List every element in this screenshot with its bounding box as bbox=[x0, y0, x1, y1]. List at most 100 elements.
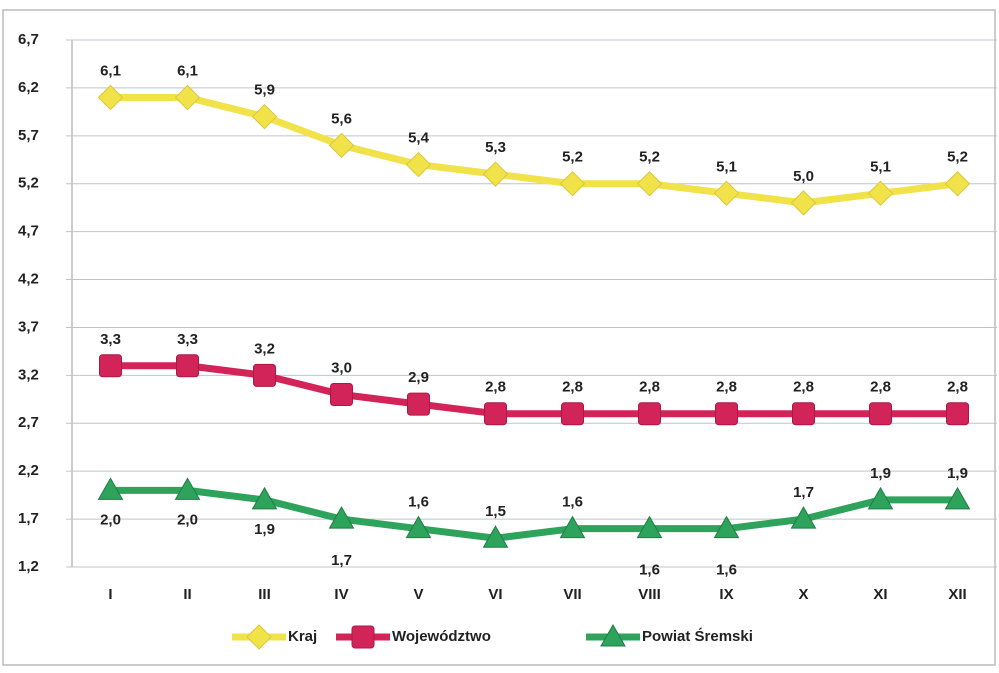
x-tick-label: I bbox=[108, 586, 112, 603]
data-label: 1,6 bbox=[408, 494, 429, 511]
data-point bbox=[482, 161, 509, 187]
data-label: 5,1 bbox=[716, 158, 737, 175]
data-label: 1,6 bbox=[562, 494, 583, 511]
data-label: 5,2 bbox=[562, 149, 583, 166]
data-label: 1,6 bbox=[716, 562, 737, 579]
data-point bbox=[251, 103, 278, 130]
y-tick-label: 2,7 bbox=[18, 414, 39, 431]
x-tick-label: IV bbox=[334, 586, 348, 603]
data-point bbox=[484, 402, 507, 426]
data-point bbox=[790, 190, 817, 216]
data-label: 2,0 bbox=[177, 511, 198, 528]
y-tick-label: 5,7 bbox=[18, 127, 39, 144]
data-point bbox=[638, 402, 661, 426]
y-tick-label: 5,2 bbox=[18, 175, 39, 192]
data-label: 3,3 bbox=[100, 331, 121, 348]
y-tick-label: 6,2 bbox=[18, 79, 39, 96]
y-tick-label: 3,7 bbox=[18, 318, 39, 335]
data-label: 2,0 bbox=[100, 511, 121, 528]
data-point bbox=[328, 506, 355, 529]
data-point bbox=[715, 402, 738, 426]
data-point bbox=[174, 477, 201, 500]
data-point bbox=[97, 477, 124, 500]
data-point bbox=[251, 486, 278, 510]
y-tick-label: 6,7 bbox=[18, 31, 39, 48]
data-point bbox=[944, 171, 971, 197]
data-point bbox=[97, 84, 124, 111]
data-label: 3,2 bbox=[254, 340, 275, 357]
legend-marker bbox=[246, 624, 272, 650]
legend-label: Kraj bbox=[288, 628, 317, 645]
data-label: 2,9 bbox=[408, 369, 429, 386]
legend-marker bbox=[600, 623, 626, 647]
data-point bbox=[790, 506, 817, 529]
x-tick-label: V bbox=[413, 586, 423, 603]
data-label: 5,6 bbox=[331, 110, 352, 127]
data-label: 2,8 bbox=[562, 379, 583, 396]
data-label: 6,1 bbox=[177, 62, 198, 79]
data-point bbox=[328, 132, 355, 159]
y-tick-label: 2,2 bbox=[18, 462, 39, 479]
data-point bbox=[713, 180, 740, 207]
chart-frame bbox=[2, 9, 996, 666]
data-point bbox=[867, 180, 894, 207]
data-point bbox=[636, 515, 663, 539]
y-tick-label: 4,2 bbox=[18, 271, 39, 288]
x-tick-label: VIII bbox=[638, 586, 661, 603]
x-tick-label: VI bbox=[488, 586, 502, 603]
data-point bbox=[407, 392, 430, 416]
data-point bbox=[946, 402, 969, 426]
data-label: 2,8 bbox=[639, 379, 660, 396]
data-label: 2,8 bbox=[485, 379, 506, 396]
data-point bbox=[792, 402, 815, 426]
data-label: 1,6 bbox=[639, 562, 660, 579]
data-label: 2,8 bbox=[716, 379, 737, 396]
data-point bbox=[561, 402, 584, 426]
data-label: 1,9 bbox=[947, 465, 968, 482]
data-point bbox=[174, 84, 201, 111]
data-point bbox=[713, 515, 740, 539]
data-point bbox=[330, 383, 353, 407]
series-line bbox=[110, 93, 958, 207]
legend-label: Powiat Śremski bbox=[642, 627, 753, 645]
y-tick-label: 1,7 bbox=[18, 510, 39, 527]
y-tick-label: 1,2 bbox=[18, 558, 39, 575]
data-label: 5,4 bbox=[408, 130, 430, 147]
data-point bbox=[482, 525, 509, 548]
x-tick-label: XI bbox=[873, 586, 887, 603]
data-label: 1,9 bbox=[870, 465, 891, 482]
data-label: 5,9 bbox=[254, 82, 275, 99]
x-tick-label: VII bbox=[563, 586, 581, 603]
data-label: 5,3 bbox=[485, 139, 506, 156]
data-label: 3,3 bbox=[177, 331, 198, 348]
data-label: 2,8 bbox=[947, 379, 968, 396]
data-point bbox=[559, 171, 586, 197]
data-point bbox=[176, 354, 199, 378]
x-tick-label: III bbox=[258, 586, 271, 603]
data-point bbox=[867, 486, 894, 510]
data-label: 1,9 bbox=[254, 521, 275, 538]
data-point bbox=[405, 515, 432, 539]
data-point bbox=[405, 151, 432, 178]
data-label: 6,1 bbox=[100, 62, 121, 79]
data-point bbox=[559, 515, 586, 539]
data-label: 1,7 bbox=[793, 484, 814, 501]
x-tick-label: II bbox=[183, 586, 191, 603]
data-point bbox=[869, 402, 892, 426]
data-label: 3,0 bbox=[331, 359, 352, 376]
data-label: 5,1 bbox=[870, 158, 891, 175]
x-tick-label: XII bbox=[948, 586, 966, 603]
series-line bbox=[110, 486, 958, 542]
data-label: 1,7 bbox=[331, 552, 352, 569]
data-label: 5,2 bbox=[639, 149, 660, 166]
data-label: 5,2 bbox=[947, 149, 968, 166]
y-tick-label: 3,2 bbox=[18, 366, 39, 383]
x-tick-label: X bbox=[798, 586, 808, 603]
data-point bbox=[944, 486, 971, 510]
data-label: 2,8 bbox=[793, 379, 814, 396]
x-tick-label: IX bbox=[719, 586, 733, 603]
data-point bbox=[253, 363, 276, 387]
y-tick-label: 4,7 bbox=[18, 223, 39, 240]
series-line bbox=[110, 362, 958, 418]
